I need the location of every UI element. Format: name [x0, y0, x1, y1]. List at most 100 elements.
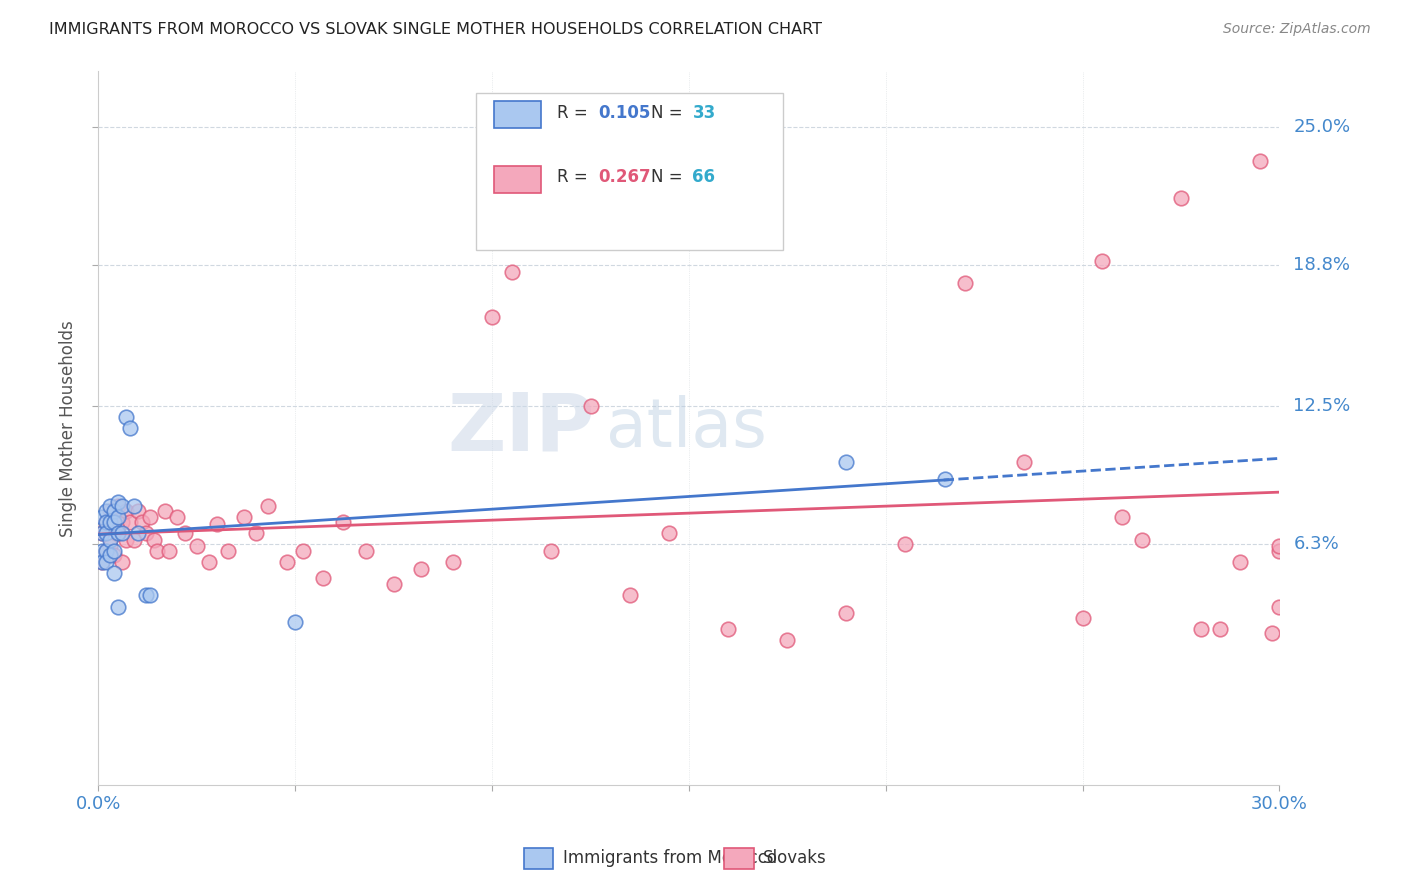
Point [107, 599, 129, 614]
Point [540, 544, 562, 558]
Point [98, 548, 121, 563]
Point [835, 455, 858, 469]
Point [103, 548, 125, 563]
Text: 12.5%: 12.5% [1294, 397, 1351, 415]
Point [135, 589, 157, 603]
Point [312, 571, 335, 585]
Point [103, 515, 125, 529]
Point [103, 515, 125, 529]
Point [118, 421, 141, 435]
Point [1249, 153, 1271, 168]
Point [1130, 533, 1153, 547]
Point [103, 503, 125, 517]
Point [122, 533, 145, 547]
Point [103, 544, 125, 558]
Point [91, 510, 114, 524]
Point [1189, 622, 1212, 636]
Point [98, 503, 121, 517]
Point [103, 566, 125, 581]
Text: Immigrants from Morocco: Immigrants from Morocco [562, 849, 776, 867]
Point [118, 515, 141, 529]
Point [96, 515, 118, 529]
Text: R =: R = [557, 168, 593, 186]
Point [619, 589, 641, 603]
Point [115, 533, 138, 547]
Point [142, 533, 165, 547]
Point [96, 544, 118, 558]
Point [91, 555, 114, 569]
Point [107, 500, 129, 514]
Point [1071, 611, 1094, 625]
Point [91, 526, 114, 541]
Text: N =: N = [651, 168, 688, 186]
Point [111, 515, 134, 529]
Point [138, 510, 160, 524]
Text: R =: R = [557, 103, 593, 121]
Point [107, 510, 129, 524]
Point [953, 277, 976, 291]
Point [96, 555, 118, 569]
FancyBboxPatch shape [477, 93, 783, 250]
Point [127, 526, 149, 541]
Point [501, 265, 523, 279]
Text: 18.8%: 18.8% [1294, 256, 1350, 275]
Point [138, 589, 160, 603]
Point [205, 517, 228, 532]
Text: 33: 33 [693, 103, 716, 121]
Point [174, 526, 197, 541]
Point [256, 500, 278, 514]
Point [111, 555, 134, 569]
Point [111, 500, 134, 514]
Point [146, 544, 169, 558]
Point [115, 503, 138, 517]
Point [934, 473, 956, 487]
Point [579, 399, 602, 413]
Text: 66: 66 [693, 168, 716, 186]
FancyBboxPatch shape [523, 847, 553, 869]
Point [91, 526, 114, 541]
Point [332, 515, 354, 529]
Point [186, 539, 208, 553]
Y-axis label: Single Mother Households: Single Mother Households [59, 320, 77, 536]
Point [91, 544, 114, 558]
Point [1229, 555, 1251, 569]
Point [1260, 626, 1282, 640]
Point [292, 544, 315, 558]
Point [1170, 192, 1192, 206]
Point [98, 500, 121, 514]
Point [233, 510, 256, 524]
Point [166, 510, 188, 524]
Point [157, 544, 180, 558]
Point [1268, 544, 1291, 558]
Point [197, 555, 219, 569]
Text: 0.105: 0.105 [598, 103, 651, 121]
Point [382, 577, 405, 591]
Point [98, 533, 121, 547]
Point [835, 607, 858, 621]
Point [96, 515, 118, 529]
Point [98, 539, 121, 553]
Point [131, 515, 153, 529]
Point [217, 544, 239, 558]
Text: 6.3%: 6.3% [1294, 535, 1339, 553]
Point [107, 494, 129, 508]
Point [776, 633, 799, 648]
Text: Slovaks: Slovaks [763, 849, 827, 867]
Point [1111, 510, 1133, 524]
Text: IMMIGRANTS FROM MOROCCO VS SLOVAK SINGLE MOTHER HOUSEHOLDS CORRELATION CHART: IMMIGRANTS FROM MOROCCO VS SLOVAK SINGLE… [49, 22, 823, 37]
Text: 25.0%: 25.0% [1294, 118, 1351, 136]
Point [411, 562, 433, 576]
Point [1268, 599, 1291, 614]
Point [96, 526, 118, 541]
Text: atlas: atlas [606, 395, 768, 461]
Point [245, 526, 267, 541]
Point [1268, 539, 1291, 553]
Point [441, 555, 464, 569]
Point [276, 555, 298, 569]
FancyBboxPatch shape [494, 102, 541, 128]
Point [481, 310, 503, 324]
Point [155, 503, 177, 517]
Text: N =: N = [651, 103, 688, 121]
Point [111, 526, 134, 541]
Point [658, 526, 681, 541]
